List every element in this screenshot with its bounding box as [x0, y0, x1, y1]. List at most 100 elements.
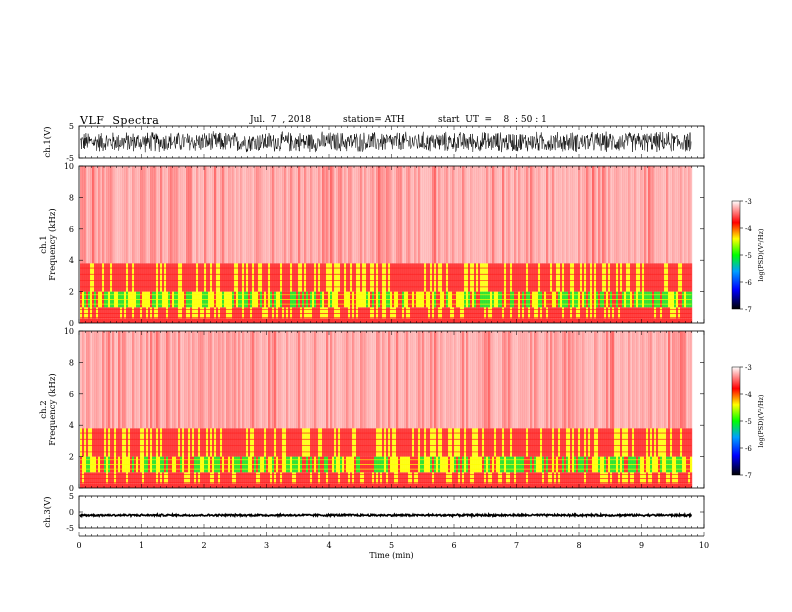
ch2-spectrogram-cell	[624, 428, 627, 457]
ch1-spectrogram-cell	[554, 263, 557, 292]
ch1-spectrogram-cell	[116, 307, 119, 319]
ch2-spectrogram-cell	[252, 472, 255, 484]
ch2-spectrogram-cell	[312, 428, 315, 457]
ch2-spectrogram-cell	[360, 472, 363, 484]
ch1-spectrogram-cell	[212, 263, 215, 292]
ch1-spectrogram-cell	[340, 307, 343, 319]
ch3-waveform-ytick-label: 0	[69, 508, 74, 517]
ch2-spectrogram-cell	[366, 483, 369, 488]
ch1-spectrogram-cell	[580, 307, 583, 319]
ch1-spectrogram-cell	[446, 318, 449, 323]
ch2-spectrogram-cell	[598, 483, 601, 488]
ch1-spectrogram-cell	[448, 263, 451, 292]
ch1-spectrogram-cell	[382, 166, 385, 264]
ch2-spectrogram-cell	[662, 483, 665, 488]
ch1-colorbar-tick-label: -5	[745, 252, 752, 260]
ch1-spectrogram-cell	[642, 263, 645, 292]
ch2-spectrogram-cell	[360, 428, 363, 457]
ch2-spectrogram-cell	[212, 472, 215, 484]
ch1-spectrogram-cell	[210, 307, 213, 319]
ch2-spectrogram-cell	[366, 472, 369, 484]
ch2-spectrogram-cell	[444, 483, 447, 488]
ch1-spectrogram-cell	[640, 166, 643, 264]
ch2-spectrogram-cell	[260, 331, 263, 429]
ch2-spectrogram-cell	[536, 331, 539, 429]
ch2-spectrogram-cell	[332, 483, 335, 488]
ch1-spectrogram-cell	[370, 263, 373, 292]
ch1-spectrogram-cell	[540, 166, 543, 264]
ch1-spectrogram-cell	[616, 263, 619, 292]
ch1-spectrogram-cell	[550, 307, 553, 319]
ch2-spectrogram-cell	[586, 428, 589, 457]
ch2-spectrogram-cell	[166, 472, 169, 484]
ch1-spectrogram-cell	[294, 307, 297, 319]
ch1-spectrogram-cell	[438, 318, 441, 323]
ch1-spectrogram-cell	[112, 263, 115, 292]
ch2-spectrogram-cell	[494, 428, 497, 457]
ch1-spectrogram-cell	[554, 307, 557, 319]
ch1-spectrogram-cell	[642, 307, 645, 319]
ch1-spectrogram-cell	[292, 166, 295, 264]
ch2-spectrogram-cell	[660, 472, 663, 484]
ch2-spectrogram-cell	[508, 472, 511, 484]
ch2-spectrogram-cell	[552, 331, 555, 429]
ch2-spectrogram-cell	[138, 472, 141, 484]
ch1-spectrogram-cell	[568, 263, 571, 292]
ch2-spectrogram-cell	[616, 472, 619, 484]
x-tick-label: 7	[514, 541, 519, 550]
ch2-spectrogram-cell	[404, 331, 407, 429]
ch1-spectrogram-cell	[236, 263, 239, 292]
ch1-spectrogram-cell	[254, 166, 257, 264]
ch1-waveform-ylabel: ch.1(V)	[42, 126, 53, 157]
ch1-waveform-trace	[79, 131, 692, 153]
ch2-spectrogram-cell	[480, 472, 483, 484]
ch2-spectrogram-cell	[646, 331, 649, 429]
ch1-spectrogram-cell	[82, 307, 85, 319]
ch1-spectrogram-cell	[166, 263, 169, 292]
ch1-spectrogram-cell	[502, 166, 505, 264]
ch2-spectrogram-cell	[368, 428, 371, 457]
ch2-spectrogram-cell	[476, 483, 479, 488]
ch1-spectrogram-cell	[680, 307, 683, 319]
ch1-spectrogram-cell	[308, 166, 311, 264]
ch1-spectrogram-cell	[406, 318, 409, 323]
ch1-spectrogram-cell	[452, 307, 455, 319]
ch1-spectrogram-cell	[206, 307, 209, 319]
ch1-spectrogram-cell	[560, 263, 563, 292]
ch2-spectrogram-cell	[400, 428, 403, 457]
ch2-spectrogram-cell	[274, 472, 277, 484]
ch2-spectrogram-cell	[220, 331, 223, 429]
ch1-spectrogram-cell	[126, 307, 129, 319]
ch1-spectrogram-cell	[148, 166, 151, 264]
ch2-spectrogram-cell	[300, 428, 303, 457]
ch1-spectrogram-cell	[410, 263, 413, 292]
ch1-spectrogram-cell	[198, 263, 201, 292]
ch2-spectrogram-cell	[660, 483, 663, 488]
ch1-spectrogram-cell	[672, 263, 675, 292]
ch1-spectrogram-cell	[392, 166, 395, 264]
ch1-spectrogram-cell	[652, 263, 655, 292]
ch2-spectrogram-cell	[530, 428, 533, 457]
ch2-spectrogram-cell	[92, 483, 95, 488]
ch1-spectrogram-cell	[674, 166, 677, 264]
ch2-spectrogram-cell	[450, 331, 453, 429]
ch1-spectrogram-cell	[570, 263, 573, 292]
ch2-spectrogram-cell	[564, 428, 567, 457]
ch1-spectrogram-cell	[388, 166, 391, 264]
ch2-spectrogram-cell	[498, 428, 501, 457]
ch2-spectrogram-cell	[678, 483, 681, 488]
ch2-spectrogram-cell	[188, 472, 191, 484]
ch1-spectrogram-cell	[392, 307, 395, 319]
ch1-spectrogram-cell	[400, 307, 403, 319]
ch2-spectrogram-cell	[372, 428, 375, 457]
ch1-spectrogram-cell	[654, 318, 657, 323]
ch2-spectrogram-cell	[626, 428, 629, 457]
ch2-spectrogram-cell	[366, 331, 369, 429]
ch1-spectrogram-cell	[648, 166, 651, 264]
ch1-spectrogram-cell	[190, 166, 193, 264]
ch2-spectrogram-cell	[274, 428, 277, 457]
ch2-spectrogram-cell	[446, 472, 449, 484]
ch1-spectrogram-cell	[566, 318, 569, 323]
ch1-spectrogram-cell	[356, 166, 359, 264]
